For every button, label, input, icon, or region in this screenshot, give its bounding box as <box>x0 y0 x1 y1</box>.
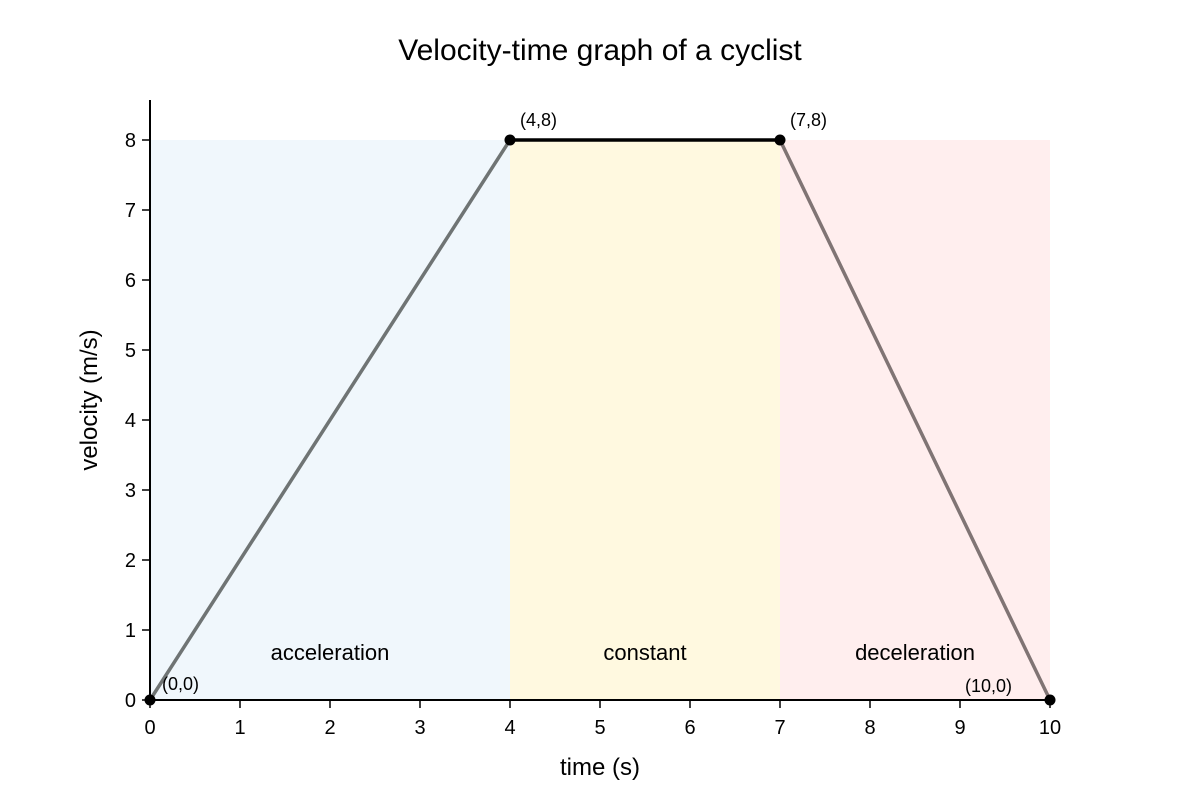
x-axis-label: time (s) <box>560 754 640 781</box>
series-segment <box>148 138 512 702</box>
x-tick-label: 10 <box>1039 717 1061 739</box>
x-tick-label: 5 <box>594 717 605 739</box>
x-tick-label: 4 <box>504 717 515 739</box>
region-labels-layer: acceleration constant deceleration <box>271 640 975 665</box>
y-tick-label: 7 <box>125 200 136 222</box>
y-tick-label: 6 <box>125 270 136 292</box>
y-ticks-layer: 0 1 2 3 4 5 6 7 8 <box>125 130 150 712</box>
x-tick-label: 3 <box>414 717 425 739</box>
x-ticks-layer: 0 1 2 3 4 5 6 7 8 9 10 <box>144 700 1061 739</box>
point-label: (7,8) <box>790 110 827 130</box>
y-tick-label: 1 <box>125 620 136 642</box>
series-segment <box>778 138 1052 702</box>
point-label: (10,0) <box>965 676 1012 696</box>
data-point <box>1044 694 1056 706</box>
y-tick-label: 5 <box>125 340 136 362</box>
x-tick-label: 2 <box>324 717 335 739</box>
points-layer <box>144 134 1056 706</box>
point-label: (0,0) <box>162 674 199 694</box>
data-point <box>774 134 786 146</box>
y-tick-label: 3 <box>125 480 136 502</box>
x-tick-label: 7 <box>774 717 785 739</box>
data-point <box>504 134 516 146</box>
y-tick-label: 0 <box>125 690 136 712</box>
y-tick-label: 4 <box>125 410 136 432</box>
region-shade-constant <box>510 140 780 700</box>
point-labels-layer: (0,0) (4,8) (7,8) (10,0) <box>162 110 1012 696</box>
region-label-deceleration: deceleration <box>855 640 975 665</box>
x-tick-label: 8 <box>864 717 875 739</box>
series-layer <box>148 138 1052 702</box>
data-point <box>144 694 156 706</box>
x-tick-label: 9 <box>954 717 965 739</box>
y-tick-label: 8 <box>125 130 136 152</box>
region-label-acceleration: acceleration <box>271 640 390 665</box>
x-tick-label: 6 <box>684 717 695 739</box>
point-label: (4,8) <box>520 110 557 130</box>
y-axis-label: velocity (m/s) <box>76 329 103 470</box>
region-label-constant: constant <box>603 640 686 665</box>
chart-title: Velocity-time graph of a cyclist <box>398 34 802 67</box>
y-tick-label: 2 <box>125 550 136 572</box>
x-tick-label: 0 <box>144 717 155 739</box>
x-tick-label: 1 <box>234 717 245 739</box>
